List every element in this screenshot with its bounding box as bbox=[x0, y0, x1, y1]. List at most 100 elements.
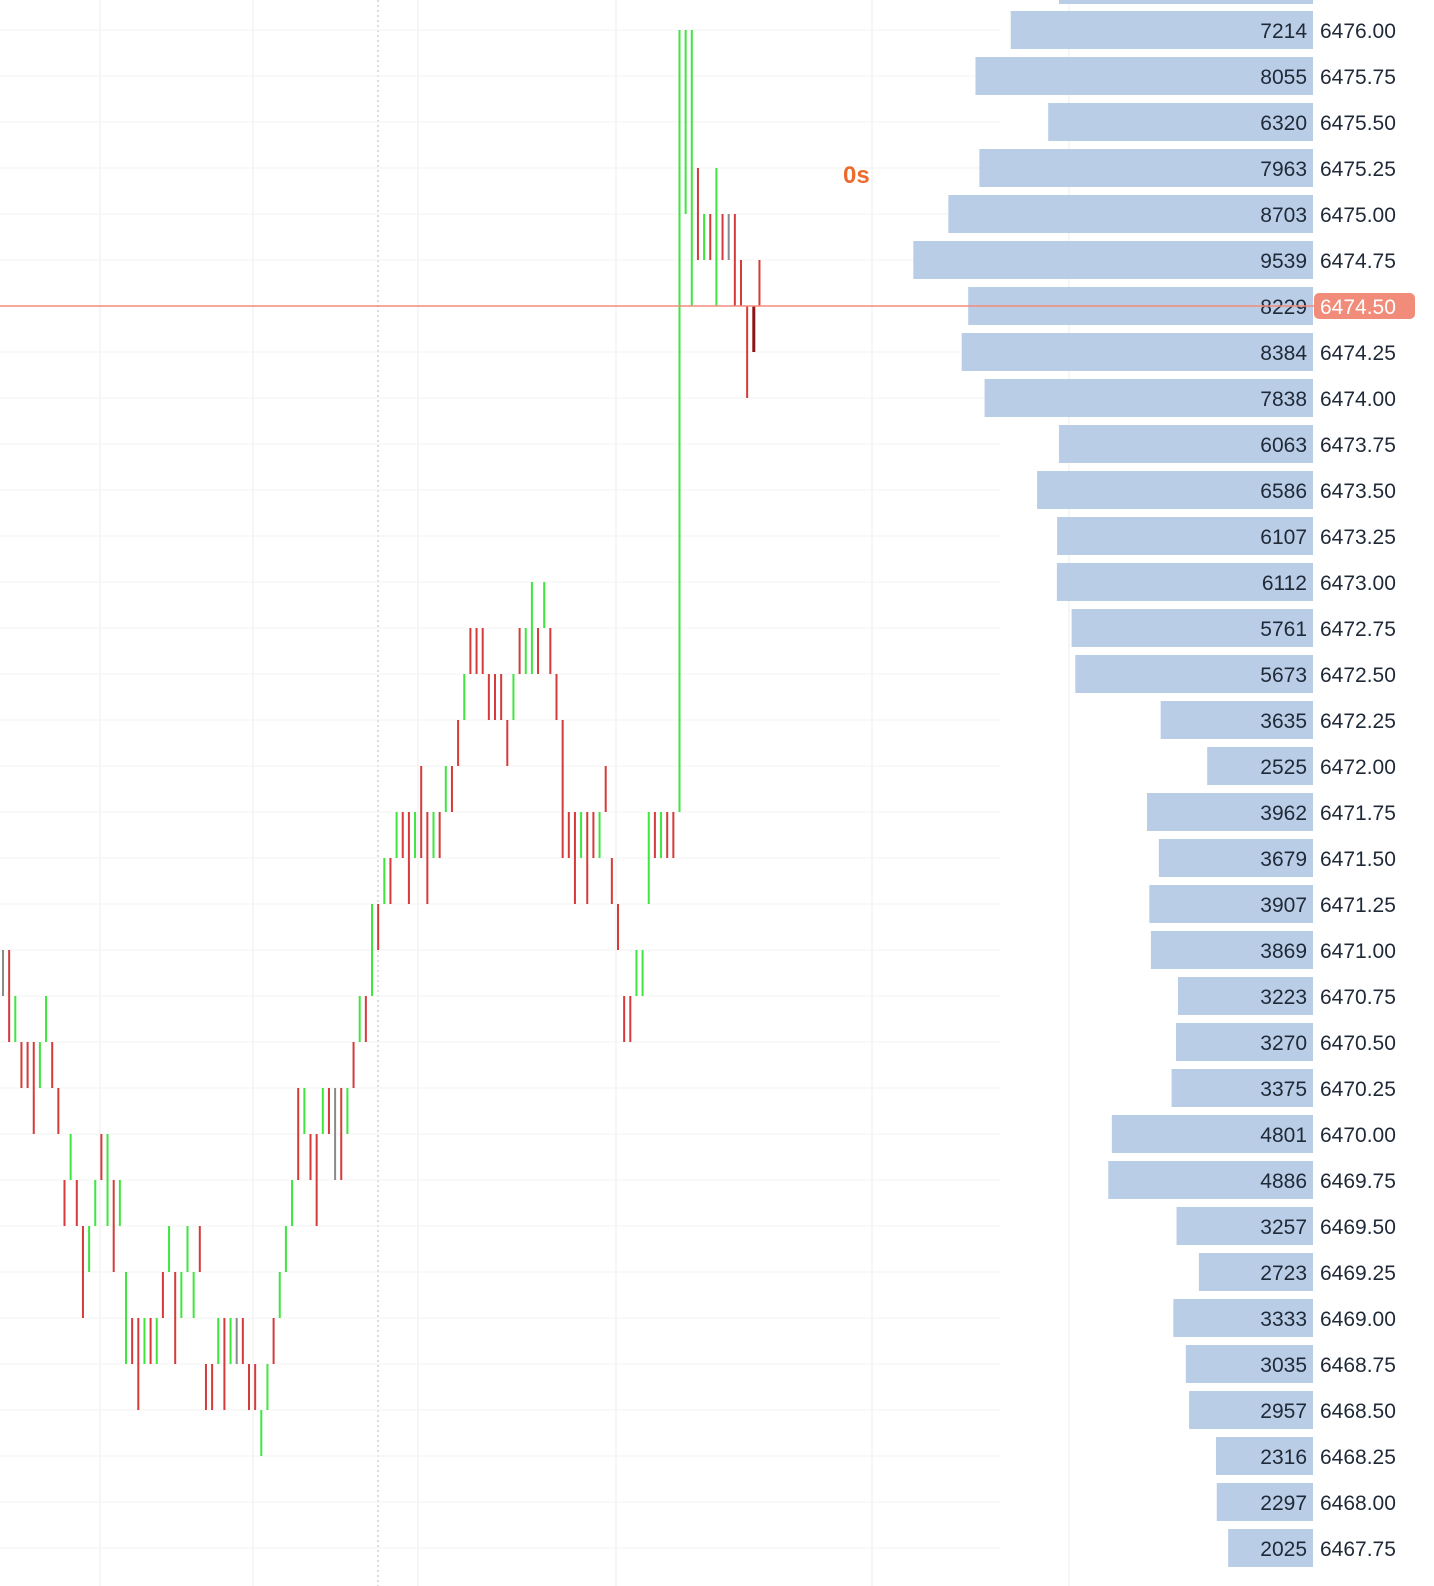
tick-bar bbox=[537, 628, 540, 674]
volume-bar bbox=[1215, 1437, 1313, 1475]
tick-bar bbox=[81, 1226, 84, 1318]
volume-bar bbox=[1228, 1529, 1313, 1567]
tick-bar bbox=[512, 674, 515, 720]
volume-label: 4801 bbox=[1260, 1124, 1307, 1147]
tick-bar bbox=[211, 1364, 214, 1410]
volume-bar bbox=[1010, 11, 1313, 49]
volume-bar bbox=[975, 57, 1313, 95]
price-tick-label: 6470.50 bbox=[1320, 1032, 1396, 1055]
price-tick-label: 6473.75 bbox=[1320, 434, 1396, 457]
volume-label: 8229 bbox=[1260, 296, 1307, 319]
tick-bar bbox=[137, 1318, 140, 1410]
tick-bar bbox=[106, 1134, 109, 1226]
volume-label: 2316 bbox=[1260, 1446, 1307, 1469]
tick-bar bbox=[235, 1318, 238, 1364]
volume-label: 6320 bbox=[1260, 112, 1307, 135]
tick-bar bbox=[297, 1088, 300, 1180]
tick-bar bbox=[94, 1180, 97, 1226]
tick-bar bbox=[401, 812, 404, 858]
tick-bar bbox=[494, 674, 496, 720]
tick-bar bbox=[475, 628, 478, 674]
tick-bar bbox=[666, 812, 669, 858]
tick-bar bbox=[598, 812, 601, 858]
tick-bar bbox=[420, 766, 423, 858]
price-tick-label: 6476.00 bbox=[1320, 20, 1396, 43]
tick-bar bbox=[432, 812, 435, 858]
tick-bar bbox=[32, 1042, 35, 1134]
volume-bar bbox=[1071, 609, 1313, 647]
tick-bar bbox=[358, 996, 361, 1042]
price-tick-label: 6474.25 bbox=[1320, 342, 1396, 365]
price-tick-label: 6473.25 bbox=[1320, 526, 1396, 549]
tick-bar bbox=[678, 30, 681, 812]
volume-label: 3257 bbox=[1260, 1216, 1307, 1239]
tick-bar bbox=[740, 260, 742, 306]
tick-bar bbox=[38, 1042, 41, 1088]
volume-bar bbox=[1176, 1207, 1313, 1245]
tick-bars bbox=[2, 30, 761, 1456]
tick-bar bbox=[635, 950, 638, 996]
price-tick-label: 6475.00 bbox=[1320, 204, 1396, 227]
price-tick-label: 6473.50 bbox=[1320, 480, 1396, 503]
tick-bar bbox=[555, 674, 558, 720]
tick-bar bbox=[8, 950, 11, 1042]
price-tick-label: 6470.75 bbox=[1320, 986, 1396, 1009]
tick-bar bbox=[647, 812, 650, 904]
tick-bar bbox=[303, 1088, 306, 1134]
volume-bar bbox=[1058, 425, 1313, 463]
tick-bar bbox=[371, 904, 373, 996]
tick-bar bbox=[168, 1226, 171, 1272]
price-tick-label: 6470.25 bbox=[1320, 1078, 1396, 1101]
volume-bar bbox=[948, 195, 1313, 233]
volume-label: 2723 bbox=[1260, 1262, 1307, 1285]
price-axis: 6476.00 6475.75 6475.50 6475.25 6475.00 6474.… bbox=[1320, 20, 1396, 1561]
price-tick-label: 6474.75 bbox=[1320, 250, 1396, 273]
volume-bar bbox=[1171, 1069, 1313, 1107]
tick-bar bbox=[180, 1272, 183, 1318]
volume-label: 4886 bbox=[1260, 1170, 1307, 1193]
current-price-label: 6474.50 bbox=[1320, 296, 1396, 319]
tick-bar bbox=[549, 628, 552, 674]
tick-bar bbox=[426, 812, 429, 904]
tick-bar bbox=[617, 904, 619, 950]
tick-bar bbox=[125, 1272, 127, 1364]
volume-bar bbox=[1075, 655, 1313, 693]
volume-label: 8384 bbox=[1260, 342, 1307, 365]
tick-bar bbox=[45, 996, 48, 1042]
tick-bar bbox=[364, 996, 367, 1042]
tick-bar bbox=[118, 1180, 121, 1226]
volume-bar bbox=[1108, 1161, 1313, 1199]
price-tick-label: 6469.75 bbox=[1320, 1170, 1396, 1193]
tick-bar bbox=[291, 1180, 294, 1226]
tick-bar bbox=[260, 1410, 263, 1456]
volume-bar bbox=[1175, 1023, 1313, 1061]
volume-label: 3270 bbox=[1260, 1032, 1307, 1055]
tick-bar bbox=[438, 812, 441, 858]
price-tick-label: 6469.00 bbox=[1320, 1308, 1396, 1331]
volume-label: 9539 bbox=[1260, 250, 1307, 273]
tick-bar bbox=[272, 1318, 275, 1364]
tick-bar bbox=[518, 628, 521, 674]
volume-label: 6112 bbox=[1262, 572, 1307, 595]
tick-bar bbox=[715, 168, 718, 306]
price-tick-label: 6468.50 bbox=[1320, 1400, 1396, 1423]
tick-bar bbox=[610, 858, 613, 904]
tick-bar bbox=[580, 812, 583, 858]
volume-bar bbox=[1056, 563, 1313, 601]
tick-bar bbox=[457, 720, 460, 766]
volume-label: 3907 bbox=[1260, 894, 1307, 917]
tick-bar bbox=[530, 582, 533, 674]
volume-bar bbox=[1216, 1483, 1313, 1521]
volume-label: 6586 bbox=[1260, 480, 1307, 503]
tick-bar bbox=[112, 1180, 115, 1272]
price-tick-label: 6472.75 bbox=[1320, 618, 1396, 641]
volume-bar bbox=[1111, 1115, 1313, 1153]
volume-bar bbox=[984, 379, 1313, 417]
volume-bar bbox=[1185, 1345, 1313, 1383]
volume-bar bbox=[1037, 471, 1313, 509]
price-tick-label: 6472.25 bbox=[1320, 710, 1396, 733]
price-tick-label: 6471.50 bbox=[1320, 848, 1396, 871]
volume-label: 2957 bbox=[1260, 1400, 1307, 1423]
grid bbox=[0, 0, 1070, 1586]
